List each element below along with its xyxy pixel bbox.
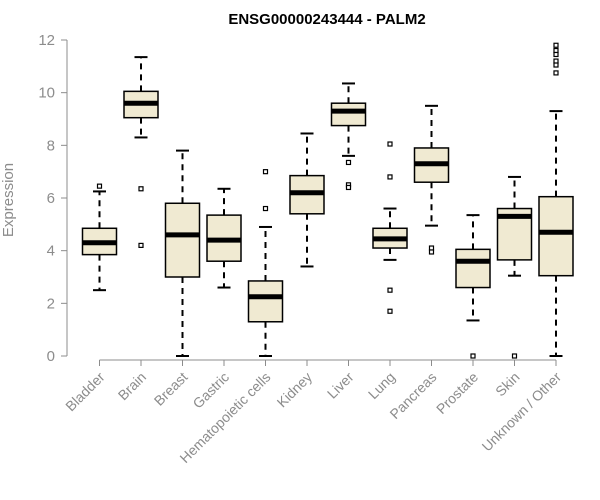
y-tick-label: 12 bbox=[38, 32, 55, 49]
box-gastric bbox=[206, 187, 242, 289]
outlier-point bbox=[511, 353, 518, 359]
outlier-point bbox=[553, 51, 559, 58]
box-bladder bbox=[81, 183, 118, 292]
outlier-point bbox=[553, 70, 559, 76]
box-prostate bbox=[455, 214, 491, 359]
box-lung bbox=[372, 141, 408, 314]
box-skin bbox=[496, 175, 533, 359]
x-tick-label: Brain bbox=[115, 369, 149, 403]
box-kidney bbox=[289, 132, 325, 268]
y-tick-label: 6 bbox=[47, 190, 55, 207]
box-pancreas bbox=[413, 104, 450, 255]
outlier-point bbox=[428, 249, 435, 255]
x-tick-label: Breast bbox=[151, 369, 191, 409]
outlier-point bbox=[387, 141, 393, 147]
iqr-box bbox=[330, 102, 367, 127]
outlier-point bbox=[553, 42, 559, 48]
iqr-box bbox=[164, 202, 201, 278]
outlier-point bbox=[470, 353, 476, 359]
y-tick-label: 10 bbox=[38, 85, 55, 102]
y-tick-label: 2 bbox=[47, 295, 55, 312]
box-brain bbox=[123, 56, 159, 248]
axes: 0 2 4 6 8 10 12 bbox=[38, 32, 556, 365]
outlier-point bbox=[345, 159, 352, 166]
outlier-point bbox=[96, 183, 103, 189]
box-hematopoietic-cells bbox=[247, 169, 284, 357]
iqr-box bbox=[538, 195, 574, 277]
iqr-box bbox=[247, 280, 284, 323]
outlier-point bbox=[553, 62, 559, 68]
outlier-point bbox=[138, 186, 144, 192]
x-tick-label: Bladder bbox=[62, 369, 108, 415]
box-breast bbox=[164, 149, 201, 357]
outlier-point bbox=[345, 184, 352, 191]
y-tick-label: 0 bbox=[47, 348, 55, 365]
x-tick-label: Liver bbox=[324, 369, 357, 402]
outlier-point bbox=[387, 174, 393, 180]
x-tick-label: Lung bbox=[365, 369, 398, 402]
y-tick-label: 8 bbox=[47, 137, 55, 154]
y-tick-label: 4 bbox=[47, 243, 55, 260]
outlier-point bbox=[262, 205, 269, 212]
outlier-point bbox=[138, 242, 144, 248]
x-tick-label: Prostate bbox=[433, 369, 481, 417]
x-tick-label: Skin bbox=[492, 369, 523, 400]
box-unknown-other bbox=[538, 42, 574, 357]
outlier-point bbox=[262, 169, 269, 175]
outlier-point bbox=[387, 308, 393, 314]
box-liver bbox=[330, 82, 367, 191]
x-tick-label: Unknown / Other bbox=[479, 369, 565, 455]
outlier-point bbox=[387, 287, 393, 293]
iqr-box bbox=[455, 248, 491, 289]
x-tick-label: Kidney bbox=[274, 369, 316, 411]
boxes bbox=[81, 42, 574, 359]
y-axis-label: Expression bbox=[0, 163, 17, 237]
chart-title: ENSG00000243444 - PALM2 bbox=[228, 11, 425, 28]
